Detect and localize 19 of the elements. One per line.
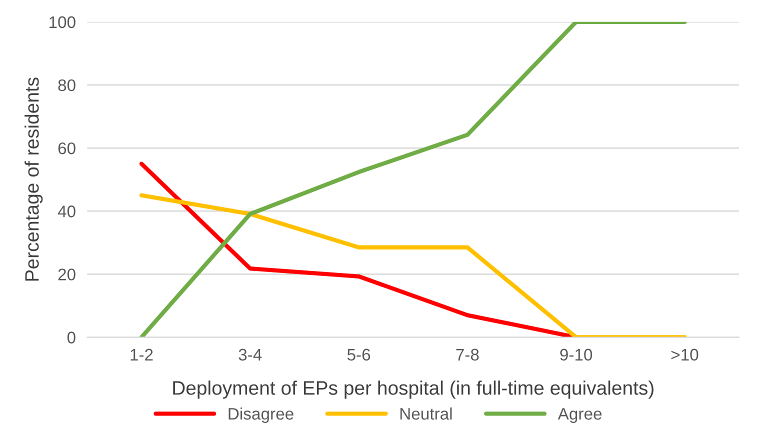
x-tick-label: 1-2 (130, 348, 153, 360)
x-tick-label: 9-10 (560, 348, 592, 361)
legend-label: Neutral (400, 407, 452, 420)
x-axis-title: Deployment of EPs per hospital (in full-time equivalents) (173, 380, 654, 399)
line-series (139, 22, 687, 338)
y-tick-label: 20 (58, 268, 76, 280)
x-tick-label: 3-4 (238, 348, 262, 361)
y-tick-label: 60 (58, 142, 76, 154)
x-tick-label: 5-6 (347, 348, 370, 361)
x-tick-label: >10 (671, 348, 698, 361)
x-tick-label: 7-8 (456, 348, 479, 361)
legend-label: Agree (558, 408, 602, 423)
y-axis-title: Percentage of residents (24, 78, 43, 281)
y-tick-label: 100 (50, 16, 76, 28)
y-tick-label: 0 (67, 332, 76, 344)
line-series (139, 193, 687, 338)
y-tick-label: 40 (58, 206, 76, 218)
legend-label: Disagree (228, 407, 294, 423)
y-tick-label: 80 (58, 79, 76, 92)
